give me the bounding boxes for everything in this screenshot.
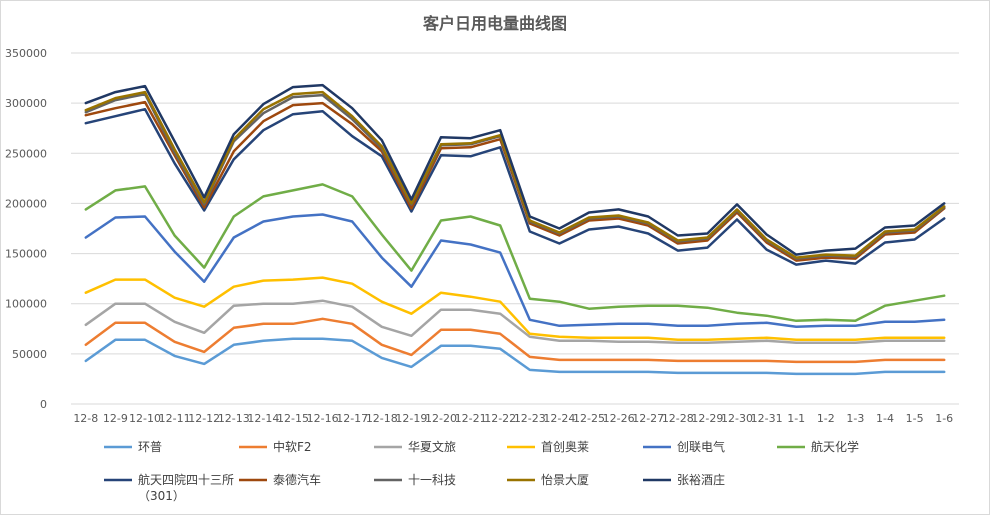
series-lines (84, 83, 946, 376)
series-line-10 (84, 83, 946, 256)
x-tick-label: 12-30 (721, 412, 753, 425)
y-tick-label: 100000 (5, 298, 47, 311)
x-tick-label: 12-25 (573, 412, 605, 425)
x-tick-label: 1-2 (817, 412, 835, 425)
x-tick-label: 12-21 (455, 412, 487, 425)
series-line-2 (84, 299, 946, 345)
x-tick-label: 12-15 (277, 412, 309, 425)
x-tick-label: 12-20 (425, 412, 457, 425)
x-tick-label: 12-17 (336, 412, 368, 425)
legend-label-10: 张裕酒庄 (677, 472, 725, 487)
x-axis-ticks: 12-8 12-9 12-1012-1112-1212-1312-1412-1512… (73, 412, 953, 425)
x-tick-label: 12-28 (662, 412, 694, 425)
x-tick-label: 12-31 (751, 412, 783, 425)
x-tick-label: 12-23 (514, 412, 546, 425)
y-tick-label: 350000 (5, 47, 47, 60)
series-line-1 (84, 317, 946, 364)
legend-label-line: （301） (138, 489, 185, 503)
series-line-9 (84, 90, 946, 259)
y-tick-label: 150000 (5, 248, 47, 261)
x-tick-label: 12-26 (603, 412, 635, 425)
series-line-0 (84, 337, 946, 376)
legend-label-1: 中软F2 (273, 439, 312, 454)
x-tick-label: 12-24 (543, 412, 575, 425)
x-tick-label: 12-16 (307, 412, 339, 425)
legend-label-6: 航天四院四十三所 （301） (138, 472, 234, 503)
legend-label-0: 环普 (138, 440, 162, 454)
legend-label-7: 泰德汽车 (273, 472, 321, 487)
x-tick-label: 12-18 (366, 412, 398, 425)
x-tick-label: 1-4 (876, 412, 894, 425)
x-tick-label: 12-13 (218, 412, 250, 425)
series-line-6 (84, 107, 946, 266)
legend-label-9: 怡景大厦 (541, 473, 589, 487)
x-tick-label: 12-19 (395, 412, 427, 425)
series-line-4 (84, 213, 946, 329)
y-tick-label: 50000 (12, 348, 47, 361)
y-tick-label: 300000 (5, 97, 47, 110)
x-tick-label: 12-27 (632, 412, 664, 425)
legend-label-2: 华夏文旅 (408, 439, 456, 454)
legend-label-8: 十一科技 (408, 473, 456, 487)
legend-label-line: 航天四院四十三所 (138, 472, 234, 487)
legend-label-4: 创联电气 (677, 439, 725, 454)
x-tick-label: 12-10 (129, 412, 161, 425)
x-tick-label: 12-8 (73, 412, 98, 425)
series-line-3 (84, 276, 946, 342)
x-tick-label: 12-9 (103, 412, 128, 425)
legend-label-5: 航天化学 (811, 439, 859, 454)
y-tick-label: 250000 (5, 147, 47, 160)
x-tick-label: 1-6 (935, 412, 953, 425)
x-tick-label: 1-3 (846, 412, 864, 425)
y-tick-label: 200000 (5, 197, 47, 210)
x-tick-label: 12-11 (159, 412, 191, 425)
x-tick-label: 12-22 (484, 412, 516, 425)
x-tick-label: 12-14 (247, 412, 279, 425)
legend-label-3: 首创奥莱 (541, 440, 589, 454)
x-tick-label: 1-5 (906, 412, 924, 425)
y-axis-ticks: 0 50000 100000 150000 200000 250000 300000 3500… (5, 47, 47, 411)
x-tick-label: 12-12 (188, 412, 220, 425)
chart-title: 客户日用电量曲线图 (423, 14, 567, 33)
x-tick-label: 12-29 (691, 412, 723, 425)
x-tick-label: 1-1 (787, 412, 805, 425)
y-tick-label: 0 (40, 398, 47, 411)
series-line-5 (84, 183, 946, 323)
